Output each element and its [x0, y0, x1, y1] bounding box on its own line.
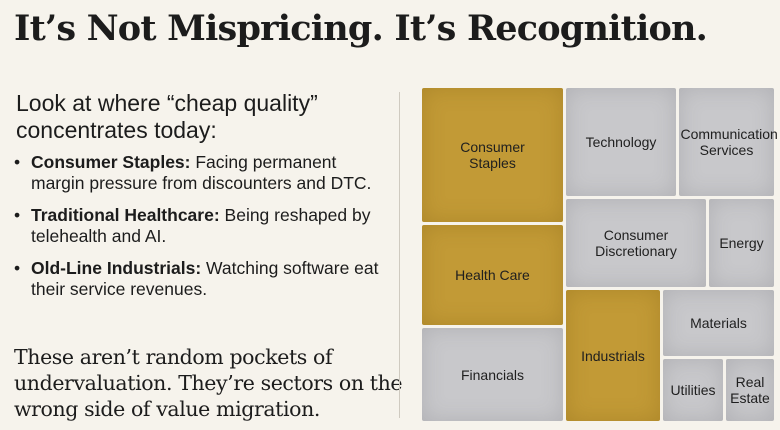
- tile-label: Energy: [719, 235, 764, 251]
- bullet-item-consumer-staples: • Consumer Staples: Facing permanent marg…: [14, 152, 389, 194]
- tile-label: Financials: [460, 366, 525, 383]
- bullet-text: Being reshaped by telehealth and AI.: [31, 205, 371, 246]
- tile-communication-services: Communication Services: [679, 88, 778, 196]
- tile-label: Consumer Discretionary: [595, 227, 677, 259]
- tile-label: Materials: [690, 315, 747, 331]
- tile-materials: Materials: [663, 290, 774, 356]
- tile-label: Health Care: [455, 267, 530, 283]
- column-divider: [399, 92, 400, 418]
- bullet-text: Watching software eat their service reve…: [31, 258, 379, 299]
- conclusion-text: These aren’t random pockets of undervalu…: [14, 345, 403, 421]
- page-title: It’s Not Mispricing. It’s Recognition.: [14, 8, 708, 49]
- bullet-item-industrials: • Old-Line Industrials: Watching software…: [14, 258, 389, 300]
- tile-consumer-staples: Consumer Staples: [422, 88, 563, 222]
- bullet-list: • Consumer Staples: Facing permanent marg…: [14, 152, 389, 311]
- bullet-heading: Traditional Healthcare:: [31, 205, 220, 225]
- sector-treemap: Consumer Staples Technology Communicatio…: [422, 88, 778, 421]
- tile-financials: Financials: [422, 328, 563, 421]
- tile-energy: Energy: [709, 199, 774, 287]
- tile-technology: Technology: [566, 88, 676, 196]
- tile-industrials: Industrials: [566, 290, 660, 421]
- tile-health-care: Health Care: [422, 225, 563, 325]
- tile-label: Industrials: [581, 347, 645, 364]
- bullet-item-healthcare: • Traditional Healthcare: Being reshaped …: [14, 205, 389, 247]
- tile-label: Utilities: [670, 382, 716, 398]
- tile-label: Communication Services: [680, 126, 778, 158]
- bullet-dot: •: [14, 258, 21, 278]
- tile-label: Technology: [585, 134, 657, 150]
- bullet-dot: •: [14, 152, 21, 172]
- tile-consumer-discretionary: Consumer Discretionary: [566, 199, 706, 287]
- bullet-text: Facing permanent margin pressure from di…: [31, 152, 372, 193]
- tile-label: Consumer Staples: [460, 139, 525, 171]
- tile-label: Real Estate: [730, 374, 770, 406]
- bullet-heading: Old-Line Industrials:: [31, 258, 202, 278]
- tile-real-estate: Real Estate: [726, 359, 774, 421]
- tile-utilities: Utilities: [663, 359, 723, 421]
- bullet-dot: •: [14, 205, 21, 225]
- bullet-heading: Consumer Staples:: [31, 152, 191, 172]
- intro-text: Look at where “cheap quality” concentrat…: [16, 90, 318, 143]
